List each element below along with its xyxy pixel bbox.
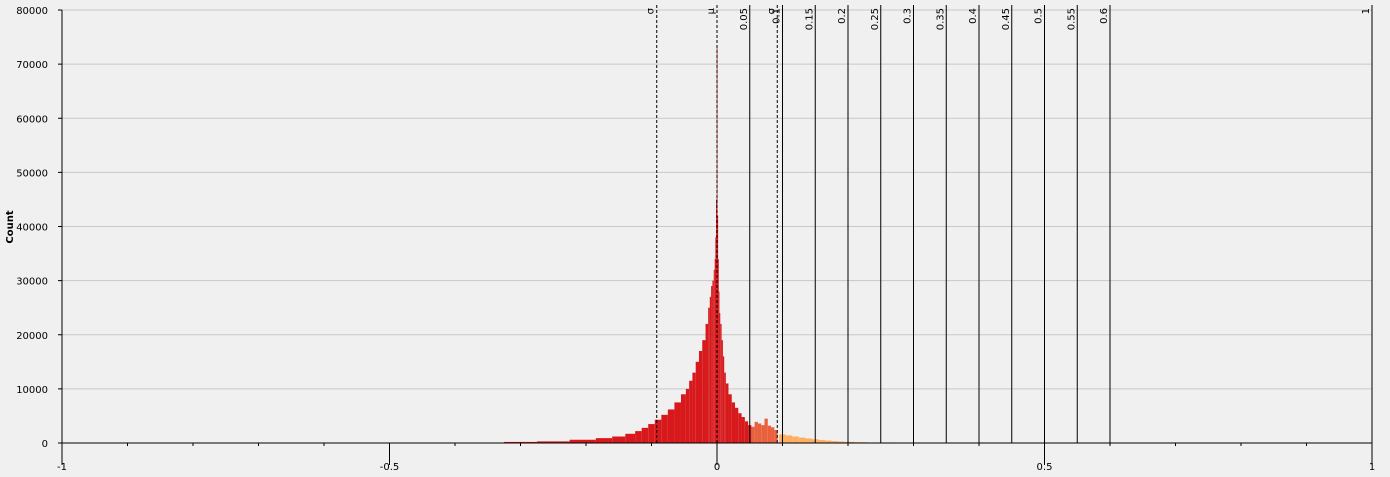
histogram-bar <box>785 435 793 443</box>
x-tick-label: -0.5 <box>380 462 400 473</box>
y-tick-label: 70000 <box>16 60 48 71</box>
x-tick-label: -1 <box>57 462 67 473</box>
histogram-bar <box>680 394 686 443</box>
histogram-bar <box>731 402 736 443</box>
histogram-bar <box>654 419 662 443</box>
marker-label: 0.5 <box>1034 8 1045 24</box>
histogram-bar <box>719 313 721 443</box>
histogram-bar <box>713 269 715 443</box>
histogram-bar <box>712 280 714 443</box>
histogram-bar <box>761 425 765 443</box>
histogram-bar <box>661 414 668 443</box>
histogram-bar <box>717 258 719 443</box>
histogram-bar <box>805 438 812 443</box>
histogram-bar <box>771 427 775 443</box>
histogram-bar <box>708 307 710 443</box>
histogram-bar <box>689 380 693 443</box>
histogram-bar <box>711 286 713 443</box>
histogram-bar <box>504 441 537 443</box>
histogram-bar <box>774 430 778 443</box>
histogram-bar <box>698 350 703 443</box>
histogram-bar <box>738 413 742 443</box>
marker-label: 0.35 <box>935 8 946 30</box>
histogram-bar <box>625 433 636 443</box>
y-tick-label: 60000 <box>16 114 48 125</box>
y-tick-label: 50000 <box>16 168 48 179</box>
histogram-bar <box>818 440 826 443</box>
histogram-bar <box>825 440 832 443</box>
y-tick-label: 80000 <box>16 6 48 17</box>
histogram-bar <box>735 407 739 443</box>
histogram-bar <box>764 418 768 443</box>
histogram-bar <box>741 417 745 443</box>
y-tick-label: 10000 <box>16 385 48 396</box>
histogram-bar <box>695 361 699 443</box>
y-axis-title: Count <box>5 210 16 243</box>
marker-label: 0.25 <box>870 8 881 30</box>
x-tick-label: 0 <box>714 462 720 473</box>
histogram-bar <box>844 441 855 443</box>
histogram-bar <box>714 258 716 443</box>
marker-label: 0.3 <box>903 8 914 24</box>
histogram-bar <box>536 441 570 443</box>
histogram-bar <box>728 394 732 443</box>
histogram-bar <box>612 436 626 443</box>
marker-label: μ <box>706 7 717 14</box>
x-tick-label: 0.5 <box>1037 462 1053 473</box>
histogram-bar <box>715 237 717 443</box>
histogram-bar <box>641 427 649 443</box>
histogram-bar <box>595 438 613 443</box>
histogram-bar <box>635 431 642 443</box>
histogram-bar <box>721 340 723 443</box>
histogram-bar <box>717 215 719 443</box>
histogram-bar <box>751 426 755 443</box>
histogram-bar <box>798 437 806 443</box>
axes: 0 10000 20000 30000 40000 50000 60000 70000 8000… <box>16 6 1375 473</box>
marker-label: 0.4 <box>968 8 979 24</box>
marker-label: σ <box>646 7 657 14</box>
marker-label: 0.45 <box>1001 8 1012 30</box>
histogram-bar <box>722 356 725 443</box>
y-tick-label: 40000 <box>16 223 48 234</box>
y-tick-label: 30000 <box>16 277 48 288</box>
histogram-bar <box>831 441 839 443</box>
marker-label: 0.6 <box>1099 8 1110 24</box>
histogram-bars <box>504 47 947 444</box>
histogram-bar <box>754 421 758 443</box>
x-tick-label: 1 <box>1369 462 1375 473</box>
marker-label: 0.55 <box>1066 8 1077 30</box>
histogram-bar <box>720 323 722 443</box>
marker-label: 0.2 <box>837 8 848 24</box>
y-tick-label: 20000 <box>16 331 48 342</box>
histogram-bar <box>709 296 712 443</box>
histogram-bar <box>744 421 749 443</box>
histogram-bar <box>724 372 726 443</box>
histogram-bar <box>725 383 729 443</box>
histogram-bar <box>757 423 762 443</box>
marker-label: 1 <box>1361 8 1372 14</box>
histogram-bar <box>702 340 706 443</box>
histogram-bar <box>792 436 799 443</box>
marker-label: 0.1 <box>772 8 783 24</box>
histogram-bar <box>692 372 696 443</box>
histogram-bar <box>674 402 681 443</box>
histogram-bar <box>767 425 772 443</box>
marker-lines: σ μ σ 0.05 0.1 0.15 0.2 0.25 0.3 0.35 0.4 0.45 0.5 0.… <box>646 5 1373 443</box>
marker-label: σ <box>766 7 777 14</box>
histogram-bar <box>705 323 709 443</box>
histogram-bar <box>716 199 717 443</box>
y-tick-label: 0 <box>42 439 48 450</box>
marker-label: 0.05 <box>739 8 750 30</box>
histogram-bar <box>838 441 845 443</box>
histogram-bar <box>685 388 690 443</box>
histogram-bar <box>569 439 596 443</box>
histogram-bar <box>667 409 675 443</box>
marker-label: 0.15 <box>804 8 815 30</box>
histogram-bar <box>648 424 655 443</box>
histogram-bar <box>718 291 720 443</box>
